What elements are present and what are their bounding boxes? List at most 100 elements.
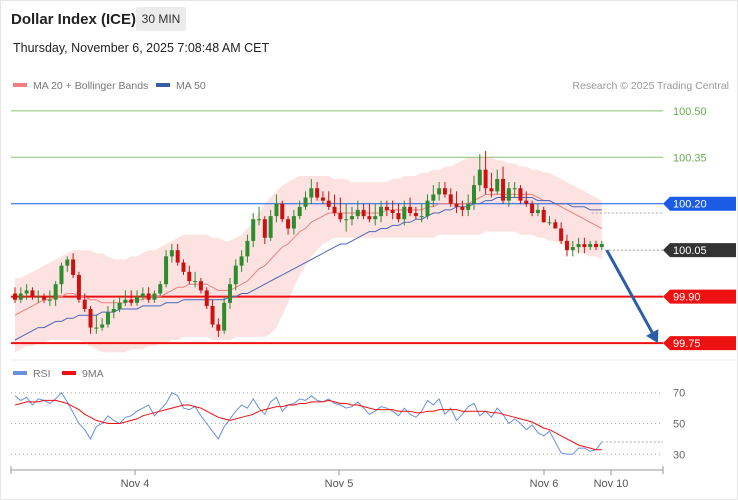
candle-body [47,299,52,301]
candle-body [454,203,459,207]
candle-body [30,290,35,297]
current-price-label: 100.05 [673,245,707,257]
legend-rsi: RSI [13,368,51,380]
candle-body [384,206,389,210]
candle-body [152,293,157,300]
legend-ma20-label: MA 20 + Bollinger Bands [33,80,149,92]
candle-body [361,209,366,217]
ma20-swatch [13,83,27,88]
timeframe-button[interactable]: 30 MIN [136,7,186,31]
candle-body [541,209,546,223]
candle-body [297,206,302,217]
candle-body [524,200,529,204]
level-tag-99.75 [663,336,736,351]
candle-body [559,228,564,241]
rsi-swatch [13,371,27,376]
candle-body [233,265,238,285]
rsi-ma-swatch [62,371,76,376]
time-tick-label: Nov 6 [530,478,559,490]
ma50-swatch [156,83,170,88]
candle-body [175,250,180,263]
time-tick-label: Nov 5 [325,478,354,490]
candle-body [425,200,430,217]
candle-body [419,216,424,218]
candle-body [71,259,76,275]
candle-body [576,243,581,248]
candle-body [315,188,320,198]
bollinger-band [15,157,602,353]
candle-body [501,178,506,201]
candle-body [396,213,401,220]
rsi-tick-label: 50 [673,419,685,431]
candle-body [18,293,23,300]
candle-body [105,312,110,325]
candle-body [257,219,262,221]
candle-body [512,188,517,190]
candle-body [158,284,163,294]
candle-body [181,262,186,272]
candle-body [123,299,128,303]
level-label-100.50: 100.50 [673,106,707,118]
candle-body [193,281,198,283]
legend-rsi-label: RSI [33,368,51,380]
level-label-99.90: 99.90 [673,292,701,304]
candle-body [210,305,215,325]
candle-body [59,265,64,285]
candle-body [88,309,93,328]
candle-body [402,206,407,220]
rsi-tick-label: 30 [673,449,685,461]
candle-body [408,206,413,214]
level-tag-99.90 [663,289,736,304]
candle-body [594,243,598,248]
candle-body [564,240,569,251]
level-label-100.35: 100.35 [673,152,707,164]
time-tick-label: Nov 4 [121,478,150,490]
candle-body [36,296,41,298]
candle-body [599,243,604,248]
legend-rsi-ma-label: 9MA [82,368,104,380]
rsi-ma9-line [14,399,602,451]
candle-body [24,290,29,294]
candle-body [338,213,343,220]
candle-body [506,188,511,201]
candle-body [274,203,279,217]
candle-body [344,219,349,221]
candle-body [135,296,140,303]
candle-body [570,247,575,251]
candle-body [245,240,250,257]
credit-text: Research © 2025 Trading Central [572,80,729,92]
candle-body [413,213,418,217]
candle-body [483,169,488,189]
candle-body [227,284,232,303]
candle-body [76,274,81,300]
time-tick-label: Nov 10 [594,478,629,490]
candle-body [262,219,267,238]
candle-body [222,302,227,331]
forecast-arrow-head [646,329,659,344]
candle-body [495,178,500,192]
candle-body [471,185,476,204]
candle-body [280,203,285,220]
rsi-tick-label: 70 [673,388,685,400]
candle-body [291,216,296,229]
candle-body [535,209,540,214]
candle-body [169,250,174,257]
candle-body [268,216,273,238]
candle-body [355,209,360,217]
candle-body [303,197,308,207]
candle-body [100,324,105,328]
candle-body [367,216,372,220]
candle-body [309,188,314,198]
forecast-arrow-shaft [605,249,654,334]
candle-body [466,203,471,210]
candle-body [437,188,442,195]
candle-body [251,219,256,241]
candle-body [518,188,523,201]
candle-body [53,284,58,300]
candle-body [187,271,192,282]
legend-rsi-ma: 9MA [62,368,104,380]
candle-body [129,299,134,303]
candle-body [286,219,291,229]
current-price-tag [663,243,736,258]
